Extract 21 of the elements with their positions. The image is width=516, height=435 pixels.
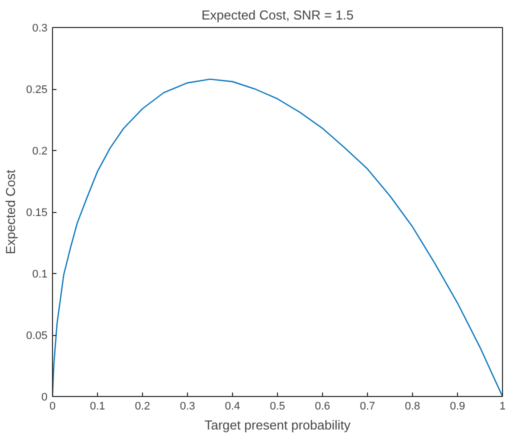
y-axis-title: Expected Cost: [3, 169, 18, 254]
x-tick-label: 0.2: [134, 400, 150, 412]
y-tick-label: 0.1: [32, 268, 48, 280]
x-tick-label: 0.5: [270, 400, 286, 412]
x-axis-title: Target present probability: [204, 418, 351, 432]
x-tick-label: 0.7: [360, 400, 376, 412]
x-tick-label: 0.9: [450, 400, 466, 412]
y-tick-label: 0: [41, 392, 48, 404]
x-tick-label: 1: [499, 400, 506, 412]
y-tick-label: 0.15: [26, 207, 48, 219]
chart-title: Expected Cost, SNR = 1.5: [201, 8, 354, 22]
x-tick-label: 0.6: [314, 400, 330, 412]
x-tick-label: 0.1: [90, 400, 106, 412]
y-tick-label: 0.05: [26, 330, 48, 342]
x-tick-label: 0.4: [224, 400, 240, 412]
x-tick-label: 0: [49, 400, 56, 412]
y-tick-label: 0.3: [32, 22, 48, 34]
y-tick-label: 0.25: [26, 84, 48, 96]
y-tick-label: 0.2: [32, 146, 48, 158]
x-tick-label: 0.8: [404, 400, 420, 412]
x-tick-label: 0.3: [180, 400, 196, 412]
